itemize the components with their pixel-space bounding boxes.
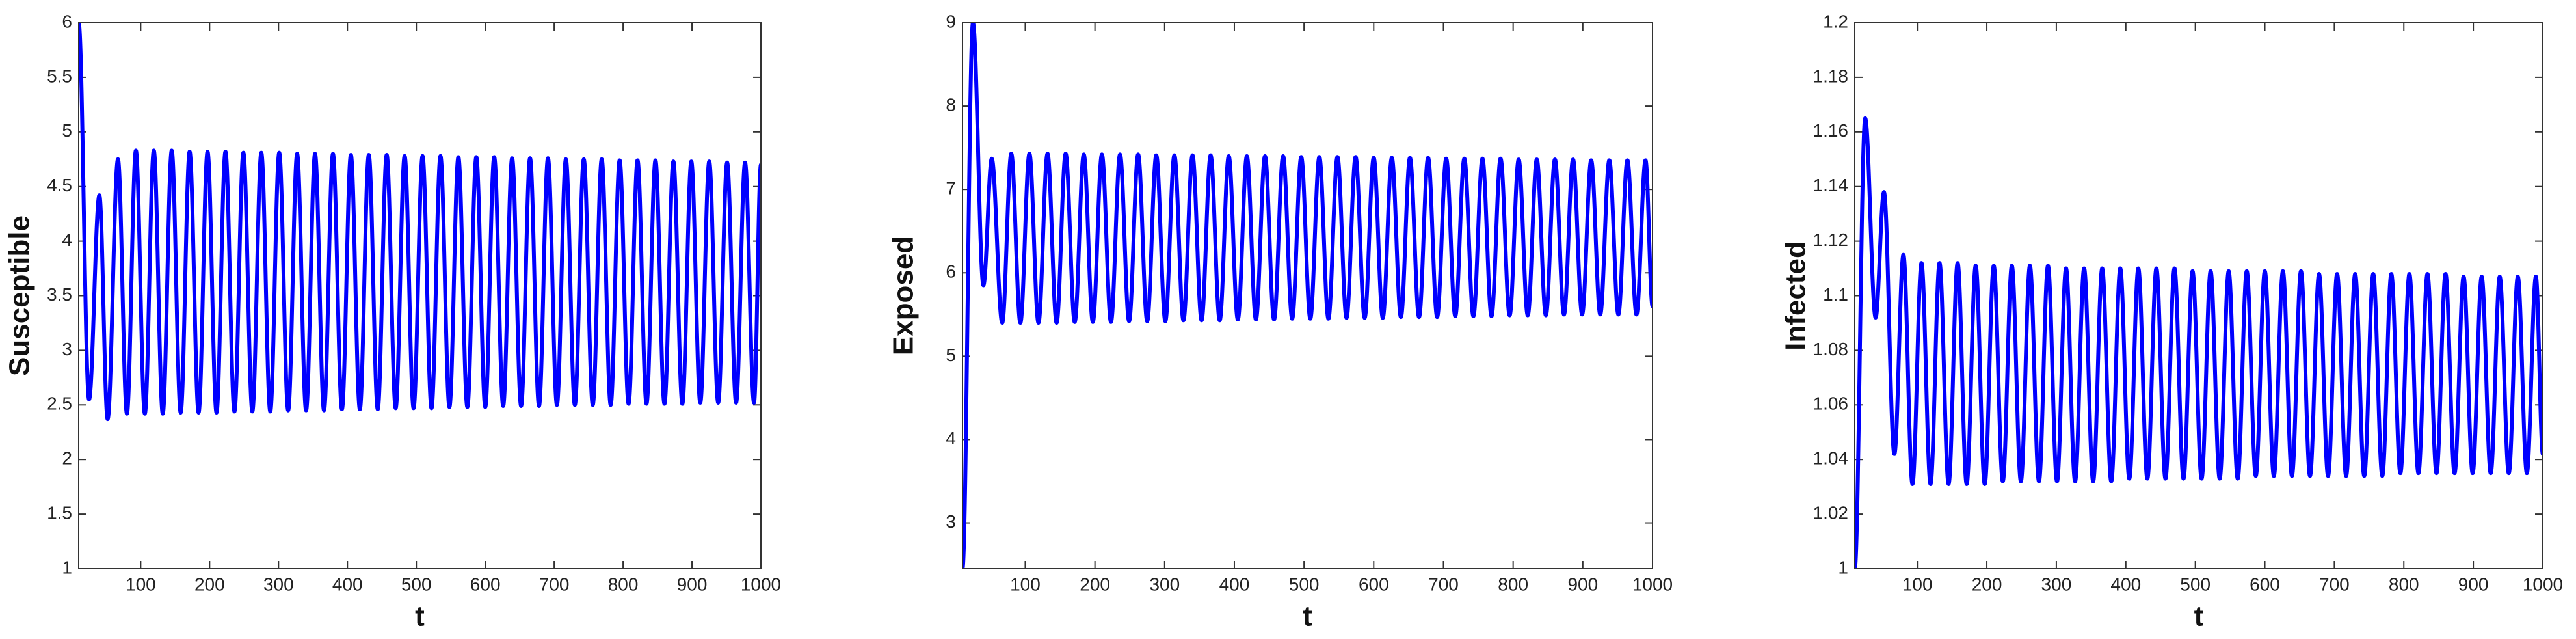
x-tick-label: 100 [126,574,156,594]
y-tick-label: 8 [946,94,956,115]
y-tick-label: 4 [62,230,72,250]
x-tick-label: 200 [1080,574,1110,594]
y-tick-label: 1.5 [47,502,72,523]
plot-area [79,23,761,569]
x-tick-label: 500 [401,574,432,594]
y-tick-label: 1.16 [1813,120,1849,141]
y-tick-label: 7 [946,178,956,198]
x-tick-label: 700 [2319,574,2350,594]
y-tick-label: 2.5 [47,394,72,414]
y-tick-label: 1.04 [1813,448,1849,469]
axes-frame [78,22,762,569]
y-tick-label: 1.12 [1813,230,1849,250]
y-tick-label: 5.5 [47,66,72,86]
x-tick-label: 900 [1567,574,1598,594]
x-tick-label: 800 [2389,574,2419,594]
subplot: 100 200 300 400 500 600 700 800 900 1000 1 1.5 2 2.5 3… [4,11,782,632]
data-line [79,23,761,422]
data-line [963,23,1653,569]
y-tick-label: 1.14 [1813,175,1849,195]
x-tick-label: 900 [677,574,708,594]
y-tick-label: 4.5 [47,175,72,195]
y-tick-label: 1.06 [1813,394,1849,414]
axis-label: t [1303,601,1312,632]
y-tick-label: 1.08 [1813,339,1849,359]
y-tick-label: 1.2 [1823,11,1848,31]
axes-frame [1854,22,2543,569]
x-tick-label: 400 [2110,574,2141,594]
x-tick-label: 400 [1219,574,1250,594]
y-tick-label: 1 [1838,557,1848,577]
x-tick-label: 600 [470,574,501,594]
y-tick-label: 5 [62,120,72,141]
x-tick-label: 600 [2250,574,2280,594]
y-tick-label: 2 [62,448,72,469]
subplot: 100 200 300 400 500 600 700 800 900 1000 3 4 5 6 7 8 9 t E… [888,11,1673,632]
y-tick-label: 4 [946,428,956,448]
x-tick-label: 200 [1972,574,2002,594]
y-tick-label: 6 [62,11,72,31]
x-tick-label: 100 [1010,574,1041,594]
axes-frame [962,22,1653,569]
x-tick-label: 600 [1359,574,1389,594]
y-tick-label: 1.02 [1813,502,1849,523]
x-tick-label: 900 [2458,574,2489,594]
x-tick-label: 500 [1289,574,1320,594]
axis-label: Exposed [888,236,920,355]
axis-label: Infected [1780,241,1812,351]
y-tick-label: 1.1 [1823,284,1848,305]
x-tick-label: 300 [2041,574,2072,594]
y-tick-label: 3 [62,339,72,359]
y-tick-label: 3 [946,511,956,532]
axis-label: Susceptible [4,215,36,376]
y-tick-label: 1.18 [1813,66,1849,86]
x-tick-label: 800 [608,574,639,594]
y-tick-label: 6 [946,262,956,282]
axis-label: t [2194,601,2204,632]
axis-label: t [415,601,425,632]
x-tick-label: 800 [1498,574,1528,594]
y-tick-label: 3.5 [47,284,72,305]
x-tick-label: 300 [263,574,294,594]
subplot: 100 200 300 400 500 600 700 800 900 1000 1 1.02 1.04… [1780,11,2564,632]
y-tick-label: 5 [946,345,956,365]
x-tick-label: 400 [332,574,363,594]
x-tick-label: 200 [194,574,225,594]
x-tick-label: 500 [2180,574,2211,594]
x-tick-label: 1000 [2523,574,2563,594]
data-line [1855,116,2543,569]
x-tick-label: 300 [1149,574,1180,594]
y-tick-label: 9 [946,11,956,31]
x-tick-label: 100 [1902,574,1933,594]
x-tick-label: 700 [1428,574,1459,594]
x-tick-label: 1000 [741,574,781,594]
x-tick-label: 1000 [1632,574,1673,594]
y-tick-label: 1 [62,557,72,577]
x-tick-label: 700 [539,574,570,594]
